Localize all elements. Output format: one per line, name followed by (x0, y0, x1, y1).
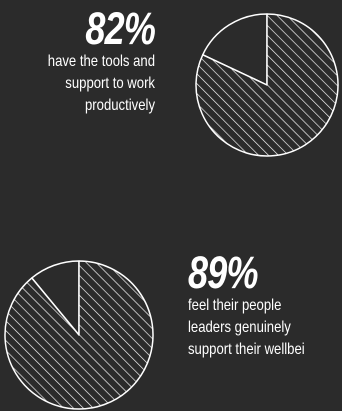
stat-caption-line: feel their people (188, 297, 282, 314)
stat-caption-line: have the tools and (47, 53, 155, 70)
pie-slice-remaining (202, 13, 268, 86)
stat-block-tools: 82% have the tools and support to work p… (0, 3, 156, 117)
stat-caption-line: productively (84, 97, 155, 114)
pie-slice-main (4, 260, 154, 410)
stat-percent-wellbeing: 89% (188, 247, 258, 298)
stat-caption-line: support to work (65, 75, 155, 92)
stat-percent-tools: 82% (85, 3, 155, 54)
pie-slice-main (195, 13, 339, 157)
stat-block-wellbeing: 89% feel their people leaders genuinely … (188, 250, 342, 361)
pie-chart-wellbeing (4, 260, 154, 410)
stat-caption-line: leaders genuinely (188, 319, 291, 336)
pie-chart-tools (195, 13, 339, 157)
stat-caption-line: support their wellbei (188, 341, 305, 358)
